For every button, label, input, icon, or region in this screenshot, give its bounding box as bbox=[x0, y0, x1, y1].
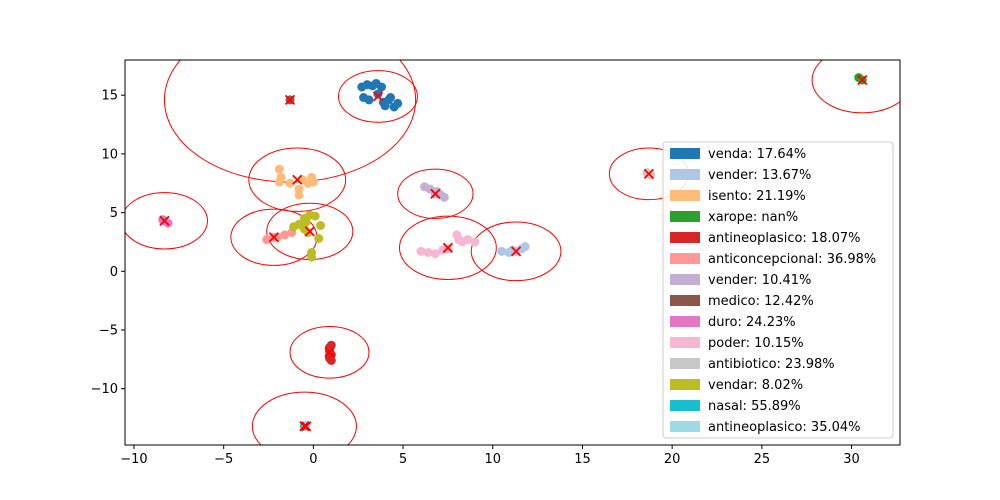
data-point bbox=[364, 95, 374, 105]
x-tick-label: 0 bbox=[309, 452, 317, 467]
data-point bbox=[393, 98, 403, 108]
data-point bbox=[262, 235, 272, 245]
center-x-marker bbox=[299, 421, 310, 432]
center-x-marker bbox=[442, 242, 454, 253]
legend-swatch bbox=[670, 190, 700, 201]
cluster-circle bbox=[125, 192, 209, 250]
legend-swatch bbox=[670, 316, 700, 327]
center-x-marker bbox=[292, 174, 303, 185]
legend-entry: poder: 10.15% bbox=[708, 336, 804, 351]
legend-entry: vender: 10.41% bbox=[708, 273, 811, 288]
cluster-circle bbox=[289, 325, 370, 379]
data-point bbox=[373, 89, 383, 99]
center-x-marker bbox=[159, 215, 170, 226]
data-point bbox=[274, 177, 284, 187]
legend-swatch bbox=[670, 169, 700, 180]
data-point bbox=[299, 224, 309, 234]
center-x-marker bbox=[301, 421, 312, 432]
cluster-centers bbox=[159, 74, 868, 432]
data-point bbox=[285, 178, 295, 188]
x-tick-label: 10 bbox=[484, 452, 501, 467]
data-point bbox=[384, 95, 394, 105]
data-point bbox=[454, 235, 464, 245]
plot-frame bbox=[124, 59, 901, 446]
data-point bbox=[430, 249, 440, 259]
center-x-marker bbox=[324, 347, 335, 358]
legend-entry: antibiotico: 23.98% bbox=[708, 357, 835, 372]
center-x-marker bbox=[857, 74, 868, 86]
data-point bbox=[463, 235, 473, 245]
cluster-circle bbox=[470, 221, 562, 282]
y-axis-ticks: −10 −5 0 5 10 15 bbox=[91, 89, 125, 397]
legend: venda: 17.64% vender: 13.67% isento: 21.19… bbox=[662, 141, 894, 439]
data-point bbox=[289, 222, 299, 232]
cluster-circle bbox=[337, 70, 418, 123]
center-x-marker bbox=[430, 188, 441, 199]
data-point bbox=[280, 230, 290, 240]
legend-swatch bbox=[670, 400, 700, 411]
center-x-marker bbox=[304, 226, 315, 237]
data-point bbox=[301, 217, 311, 227]
data-point bbox=[294, 190, 304, 200]
y-tick-label: −10 bbox=[91, 382, 118, 397]
legend-box bbox=[662, 141, 894, 439]
x-tick-label: 20 bbox=[664, 452, 681, 467]
legend-swatch bbox=[670, 421, 700, 432]
y-tick-label: 0 bbox=[110, 265, 118, 280]
legend-swatch bbox=[670, 379, 700, 390]
legend-entry: antineoplasico: 35.04% bbox=[708, 420, 861, 435]
legend-entry: medico: 12.42% bbox=[708, 294, 814, 309]
center-x-marker bbox=[284, 94, 296, 106]
data-point bbox=[497, 246, 507, 256]
x-tick-label: 15 bbox=[574, 452, 591, 467]
legend-entry: xarope: nan% bbox=[708, 210, 798, 225]
legend-entry: anticoncepcional: 36.98% bbox=[708, 252, 876, 267]
legend-entry: venda: 17.64% bbox=[708, 147, 806, 162]
legend-entry: duro: 24.23% bbox=[708, 315, 796, 330]
center-x-marker bbox=[510, 246, 522, 257]
x-tick-label: 30 bbox=[843, 452, 860, 467]
x-axis-ticks: −10 −5 0 5 10 15 20 25 30 bbox=[120, 445, 860, 467]
data-point bbox=[307, 252, 317, 262]
data-point bbox=[416, 246, 426, 256]
legend-swatch bbox=[670, 253, 700, 264]
data-point bbox=[274, 164, 284, 174]
legend-swatch bbox=[670, 337, 700, 348]
x-tick-label: −10 bbox=[120, 452, 147, 467]
center-x-marker bbox=[643, 168, 654, 179]
legend-swatch bbox=[670, 232, 700, 243]
cluster-circle bbox=[397, 168, 474, 219]
legend-entry: vendar: 8.02% bbox=[708, 378, 803, 393]
x-tick-label: 25 bbox=[754, 452, 771, 467]
data-point bbox=[377, 82, 387, 92]
data-point bbox=[314, 233, 324, 243]
legend-entry: vender: 13.67% bbox=[708, 168, 811, 183]
y-tick-label: −5 bbox=[99, 323, 118, 338]
y-tick-label: 15 bbox=[101, 89, 118, 104]
legend-entry: isento: 21.19% bbox=[708, 189, 806, 204]
center-x-marker bbox=[268, 232, 280, 243]
y-tick-label: 10 bbox=[101, 147, 118, 162]
y-tick-label: 5 bbox=[110, 206, 118, 221]
legend-swatch bbox=[670, 274, 700, 285]
data-point bbox=[520, 242, 530, 252]
data-point bbox=[310, 211, 320, 221]
x-tick-label: −5 bbox=[214, 452, 233, 467]
x-tick-label: 5 bbox=[399, 452, 407, 467]
cluster-circle bbox=[248, 147, 347, 212]
legend-swatch bbox=[670, 148, 700, 159]
center-x-marker bbox=[372, 91, 384, 102]
data-point bbox=[316, 221, 326, 231]
legend-swatch bbox=[670, 295, 700, 306]
legend-swatch bbox=[670, 211, 700, 222]
legend-entry: nasal: 55.89% bbox=[708, 399, 801, 414]
cluster-circle bbox=[251, 391, 357, 445]
legend-entry: antineoplasico: 18.07% bbox=[708, 231, 861, 246]
legend-swatch bbox=[670, 358, 700, 369]
data-point bbox=[423, 248, 433, 257]
cluster-circle bbox=[811, 60, 900, 114]
cluster-circle bbox=[398, 215, 497, 280]
data-point bbox=[470, 237, 480, 247]
